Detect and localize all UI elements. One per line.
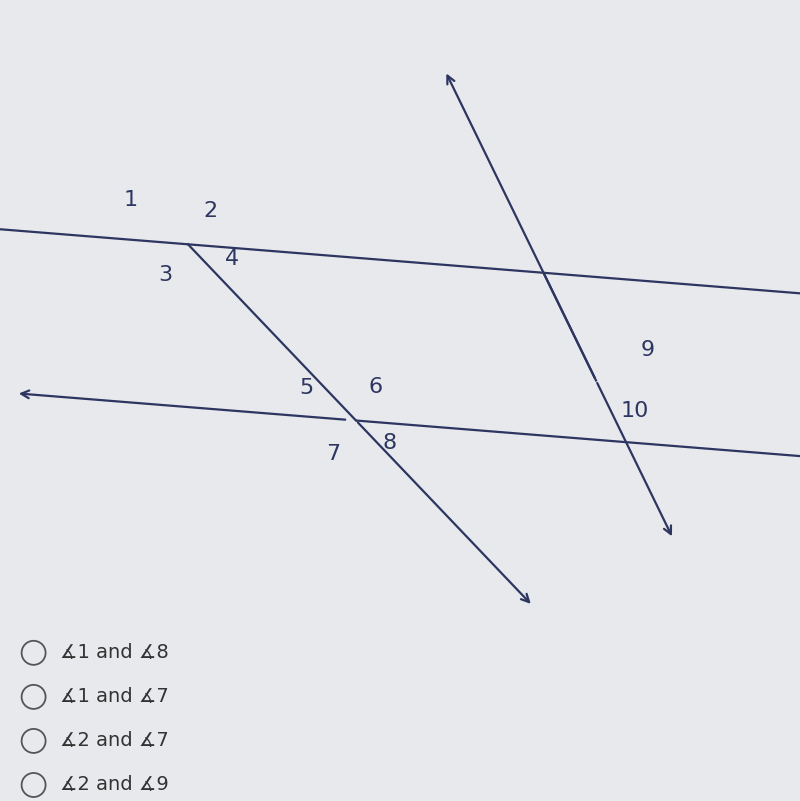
Text: 4: 4 <box>225 249 239 268</box>
Text: 9: 9 <box>641 340 655 360</box>
Text: 8: 8 <box>382 433 397 453</box>
Circle shape <box>22 773 46 797</box>
Circle shape <box>22 641 46 665</box>
Text: 3: 3 <box>158 265 173 284</box>
Text: ∡2 and ∡7: ∡2 and ∡7 <box>60 731 169 751</box>
Text: ∡2 and ∡9: ∡2 and ∡9 <box>60 775 169 795</box>
Text: ∡1 and ∡8: ∡1 and ∡8 <box>60 643 169 662</box>
Text: ∡1 and ∡7: ∡1 and ∡7 <box>60 687 169 706</box>
Circle shape <box>22 685 46 709</box>
Circle shape <box>22 729 46 753</box>
Text: 6: 6 <box>369 377 383 396</box>
Text: 2: 2 <box>203 201 218 220</box>
Text: 10: 10 <box>620 401 649 421</box>
Text: 7: 7 <box>326 445 341 464</box>
Text: 1: 1 <box>123 191 138 210</box>
Text: 5: 5 <box>299 379 314 398</box>
